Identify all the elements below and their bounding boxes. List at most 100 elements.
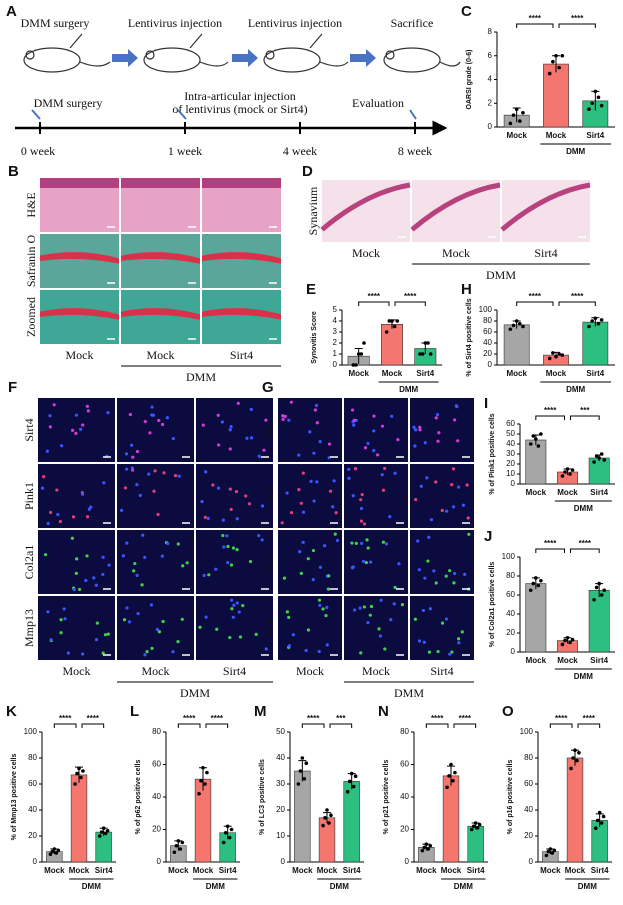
x-tick-label: Mock [382,369,403,378]
cell-signal [176,542,180,546]
cell-signal [106,410,110,415]
cell-signal [379,598,383,602]
data-point [387,319,392,323]
micrograph [196,398,273,462]
cell-signal [43,553,48,557]
cell-signal [86,409,90,413]
y-axis-label: % of Sirt4 positive cells [466,298,473,376]
cell-signal [48,425,52,429]
cell-signal [101,651,105,655]
cell-signal [452,418,457,422]
timeline-label: 8 week [398,144,432,158]
cell-signal [369,560,373,564]
cell-signal [235,517,239,521]
cell-signal [248,559,253,564]
tissue-stain [320,182,411,232]
significance-bracket [301,723,325,728]
significance-label: **** [183,714,196,723]
cell-signal [215,627,219,631]
cell-signal [418,425,422,429]
data-point [453,770,457,775]
cell-signal [361,559,366,563]
y-tick-label: 40 [524,805,533,814]
cell-signal [465,483,469,487]
cell-signal [383,466,387,471]
group-label: DMM [394,686,424,700]
cell-signal [380,473,384,477]
data-point [174,843,179,848]
cell-signal [414,497,418,502]
data-point [447,774,451,778]
data-point [103,831,108,836]
row-label: Sirt4 [22,418,36,441]
x-tick-label: Mock [69,866,90,875]
panel-letter: H [461,281,472,298]
x-tick-label: Mock [44,866,65,875]
cell-signal [153,469,157,473]
tissue-stain [500,182,591,232]
tissue-stain [410,182,501,232]
cell-signal [422,640,426,644]
cell-signal [229,507,233,511]
significance-bracket [177,723,201,728]
y-tick-label: 0 [157,857,162,866]
data-point [539,578,543,583]
cell-signal [177,474,181,478]
micrograph [344,596,408,660]
data-point [99,830,104,834]
cell-signal [46,521,50,526]
data-point [546,849,551,854]
data-point [577,751,581,755]
y-axis-label: OARSI grade (0-6) [466,50,473,110]
cell-signal [225,534,229,538]
data-point [347,779,352,784]
cell-signal [180,617,184,621]
data-point [521,324,525,329]
cell-signal [264,418,268,422]
y-tick-label: 5 [333,305,338,314]
cell-signal [171,436,175,441]
cell-signal [211,483,215,487]
data-point [298,769,303,773]
cell-signal [203,515,207,519]
cell-signal [249,407,253,411]
data-point [548,847,553,851]
x-tick-label: Mock [441,866,462,875]
data-point [54,851,59,855]
cell-signal [328,489,333,493]
cell-signal [132,569,136,573]
cell-signal [444,617,449,621]
significance-bracket [535,415,565,420]
cell-signal [448,652,452,656]
data-point [302,777,307,781]
data-point [518,119,522,123]
cell-signal [217,443,221,447]
micrograph [38,398,115,462]
significance-label: **** [544,406,557,415]
cell-signal [314,403,319,408]
cell-signal [315,421,319,425]
micrograph [117,464,194,528]
group-label: DMM [578,882,597,891]
cell-signal [166,541,170,546]
y-tick-label: 60 [506,590,515,599]
data-point [508,121,513,126]
data-point [587,107,591,111]
cell-signal [216,486,221,490]
data-point [575,758,579,763]
y-tick-label: 100 [479,305,493,314]
cell-signal [423,441,427,445]
data-point [568,472,572,476]
timeline-label: 4 week [283,144,317,158]
cell-signal [289,400,293,404]
cell-signal [48,414,52,418]
data-point [420,848,425,853]
cell-signal [133,561,137,566]
cell-signal [365,538,369,542]
cell-signal [206,516,210,520]
cell-signal [129,443,134,447]
cell-signal [80,652,85,656]
cell-signal [202,573,206,578]
significance-label: **** [459,714,472,723]
y-tick-label: 20 [483,349,492,358]
